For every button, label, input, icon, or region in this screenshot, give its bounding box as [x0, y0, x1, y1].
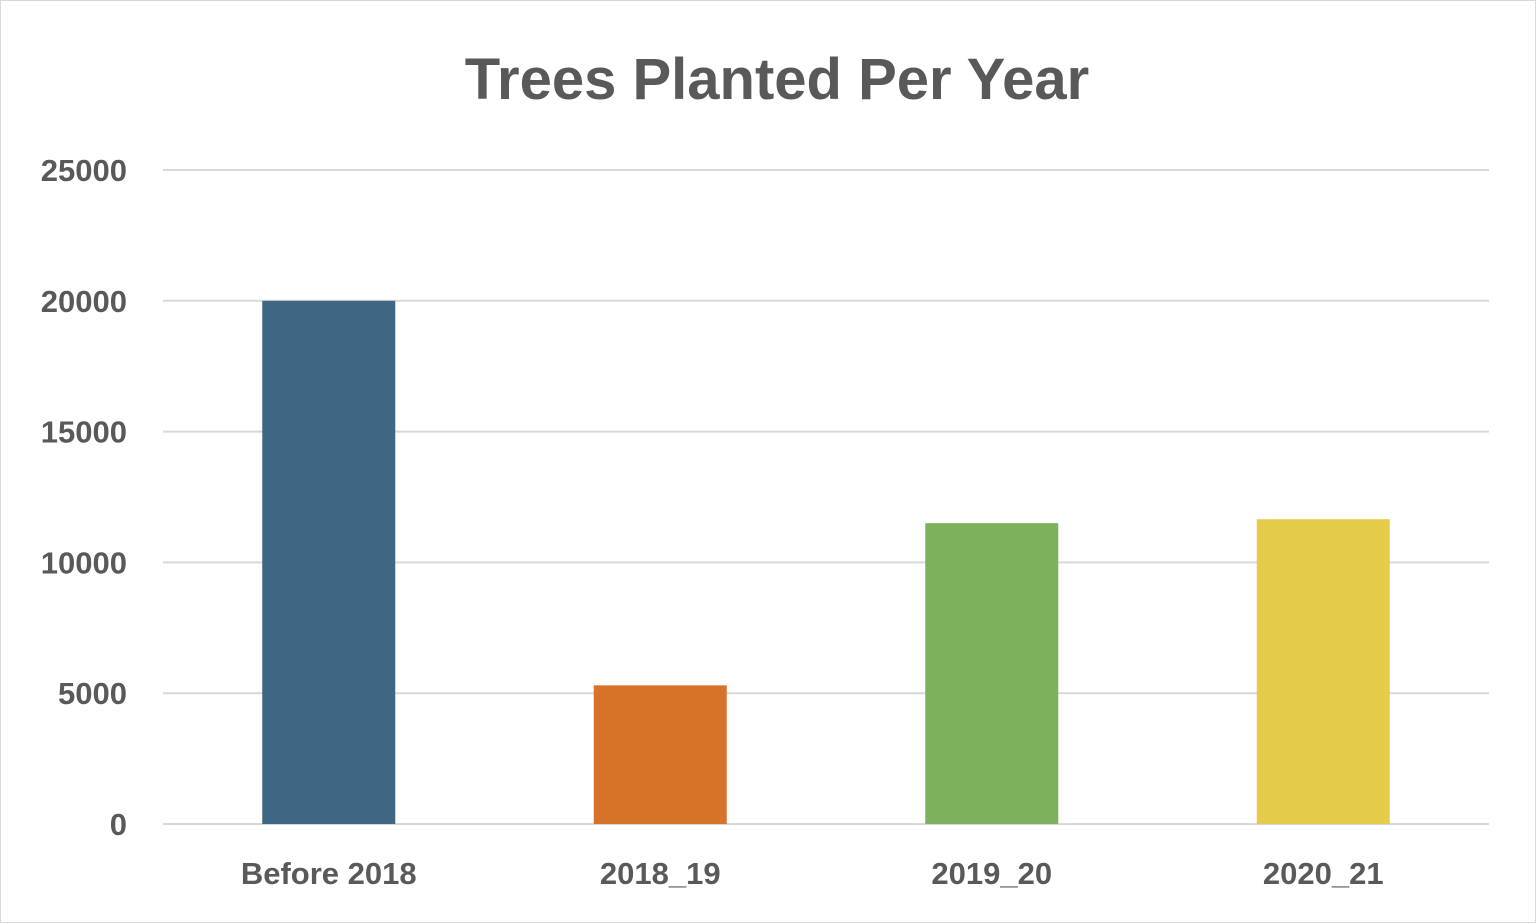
bar-before-2018: [262, 300, 396, 824]
x-category-label: Before 2018: [241, 856, 417, 891]
x-category-label: 2020_21: [1263, 856, 1384, 891]
y-tick-label: 15000: [41, 415, 127, 450]
y-tick-label: 5000: [58, 676, 127, 711]
x-axis-category-labels: Before 2018 2018_19 2019_20 2020_21: [241, 856, 1384, 891]
chart-title: Trees Planted Per Year: [465, 47, 1089, 112]
bar-2019-20: [925, 523, 1059, 824]
x-category-label: 2019_20: [931, 856, 1052, 891]
y-tick-label: 0: [110, 807, 127, 842]
bars: [262, 300, 1390, 824]
y-axis-tick-labels: 0 5000 10000 15000 20000 25000: [41, 153, 127, 842]
y-tick-label: 10000: [41, 545, 127, 580]
y-tick-label: 25000: [41, 153, 127, 188]
x-category-label: 2018_19: [600, 856, 721, 891]
y-tick-label: 20000: [41, 284, 127, 319]
bar-2020-21: [1256, 519, 1390, 824]
bar-2018-19: [593, 685, 727, 824]
